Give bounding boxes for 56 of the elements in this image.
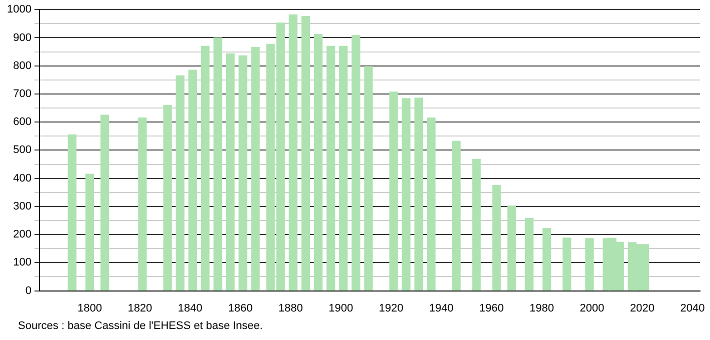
x-tick-label: 2000: [580, 302, 604, 314]
y-tick-label: 400: [13, 172, 32, 184]
y-tick-label: 700: [13, 88, 32, 100]
bar: [200, 46, 210, 291]
x-tick-label: 1860: [228, 302, 253, 314]
bar: [452, 140, 461, 291]
x-tick-label: 2040: [680, 302, 705, 314]
bar: [288, 14, 298, 291]
x-tick-label: 1980: [530, 302, 554, 314]
bar: [492, 185, 501, 291]
y-tick-label: 600: [13, 116, 32, 128]
y-tick-label: 100: [13, 256, 32, 269]
x-tick-label: 1920: [378, 302, 404, 314]
bar: [314, 34, 323, 291]
bar: [389, 92, 398, 291]
bar: [238, 55, 248, 291]
bar: [414, 98, 424, 291]
bar: [176, 75, 184, 291]
bar: [85, 174, 94, 291]
bar: [188, 70, 198, 291]
x-tick-label: 1880: [278, 302, 303, 314]
bar: [507, 206, 516, 291]
bar: [352, 35, 360, 291]
y-tick-label: 900: [13, 32, 32, 44]
source-note: Sources : base Cassini de l'EHESS et base Insee.: [18, 320, 264, 332]
bar: [163, 104, 172, 291]
bar: [562, 238, 572, 291]
x-tick-label: 1960: [479, 302, 504, 314]
bar: [213, 37, 222, 291]
bar: [326, 46, 336, 291]
bar: [402, 98, 410, 291]
y-tick-label: 300: [13, 200, 32, 212]
y-tick-label: 1000: [6, 4, 32, 16]
bar: [251, 46, 260, 291]
y-tick-label: 200: [13, 228, 32, 241]
bar: [472, 158, 481, 291]
bar: [585, 238, 594, 291]
y-tick-label: 500: [13, 144, 32, 156]
x-tick-label: 1840: [178, 302, 202, 314]
bar: [339, 46, 348, 291]
bar: [68, 134, 76, 291]
y-tick-label: 800: [13, 60, 32, 72]
bar: [364, 66, 373, 291]
bar: [226, 53, 235, 291]
bar: [524, 218, 534, 291]
bar: [100, 114, 110, 291]
y-tick-label: 0: [25, 284, 32, 297]
x-tick-label: 1800: [77, 302, 102, 314]
bar: [542, 228, 552, 291]
x-tick-label: 2020: [630, 302, 654, 314]
bar: [138, 118, 147, 291]
x-tick-label: 1820: [128, 302, 152, 314]
x-tick-label: 1940: [429, 302, 454, 314]
bar: [426, 118, 436, 291]
bar: [301, 16, 310, 291]
x-tick-label: 1900: [328, 302, 354, 314]
